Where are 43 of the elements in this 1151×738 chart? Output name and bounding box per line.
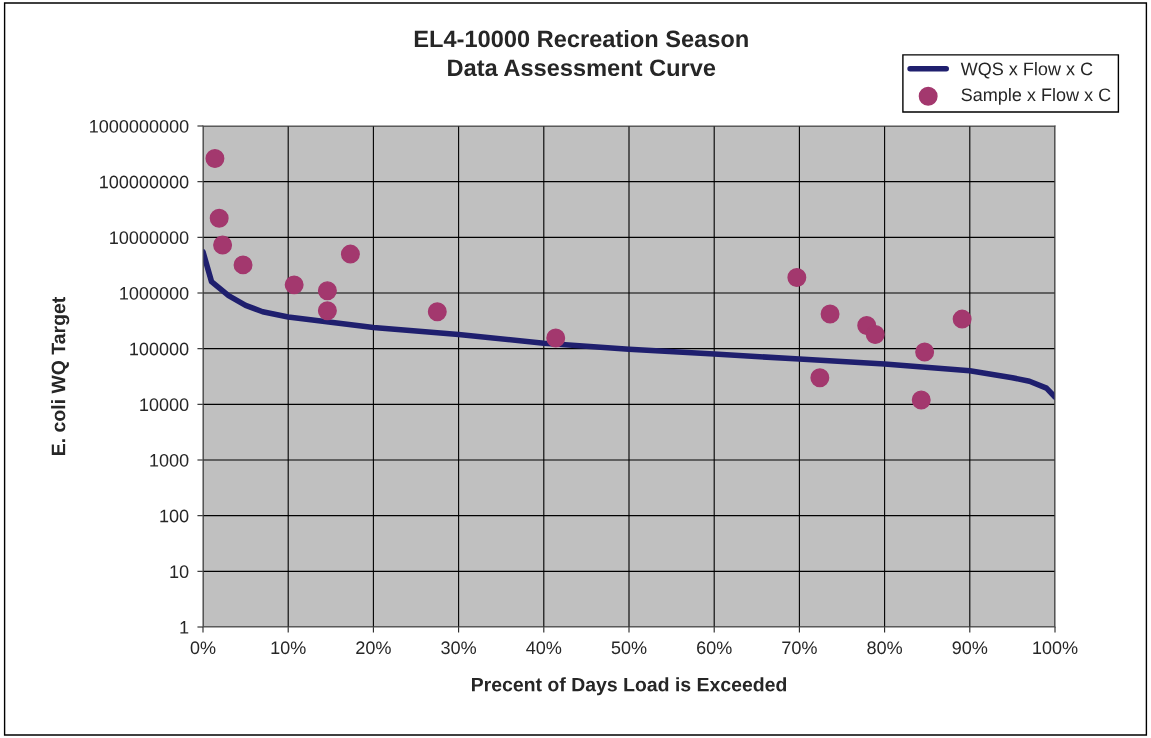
point (340, 244, 360, 264)
x-tick-label: 50% (611, 641, 647, 655)
y-tick-label: 1000000 (120, 286, 189, 300)
x-tick-label: 10% (271, 641, 306, 655)
point (427, 302, 447, 322)
point (233, 255, 253, 275)
x-tick-label: 40% (526, 641, 562, 655)
y-tick-label: 100 (160, 509, 189, 523)
x-tick-label: 30% (441, 641, 477, 655)
y-tick-label: 1000 (150, 453, 189, 467)
point (820, 304, 840, 324)
point (317, 301, 337, 321)
x-tick-label: 100% (1033, 641, 1078, 655)
y-tick-label: 1 (180, 621, 189, 634)
x-tick-label: 70% (782, 641, 817, 655)
chart-title: EL4-10000 Recreation Season Data Assessment Curve (414, 29, 748, 77)
point (284, 275, 304, 295)
point (911, 390, 931, 410)
x-axis-title: Precent of Days Load is Exceeded (471, 677, 787, 696)
y-tick-label: 10 (170, 565, 189, 579)
y-tick-label: 100000 (130, 342, 189, 356)
legend-label: WQS x Flow x C (960, 62, 1093, 79)
point (205, 149, 225, 169)
point (810, 368, 830, 388)
y-tick-label: 10000 (140, 398, 189, 412)
point (317, 281, 337, 301)
x-tick-label: 60% (697, 641, 732, 655)
y-tick-label: 100000000 (100, 175, 189, 189)
point (915, 342, 935, 362)
x-tick-label: 90% (952, 641, 988, 655)
y-axis-title: E. coli WQ Target (51, 296, 70, 455)
x-tick-label: 80% (867, 641, 903, 655)
y-tick-label: 1000000000 (90, 119, 189, 133)
x-tick-label: 20% (356, 641, 391, 655)
x-tick-label: 0% (190, 641, 216, 655)
legend-label: Sample x Flow x C (961, 87, 1111, 105)
point (209, 208, 229, 228)
point (865, 324, 885, 344)
point (787, 268, 807, 287)
point (546, 328, 566, 348)
point (952, 309, 972, 329)
y-tick-label: 10000000 (110, 231, 189, 245)
point (213, 235, 233, 255)
